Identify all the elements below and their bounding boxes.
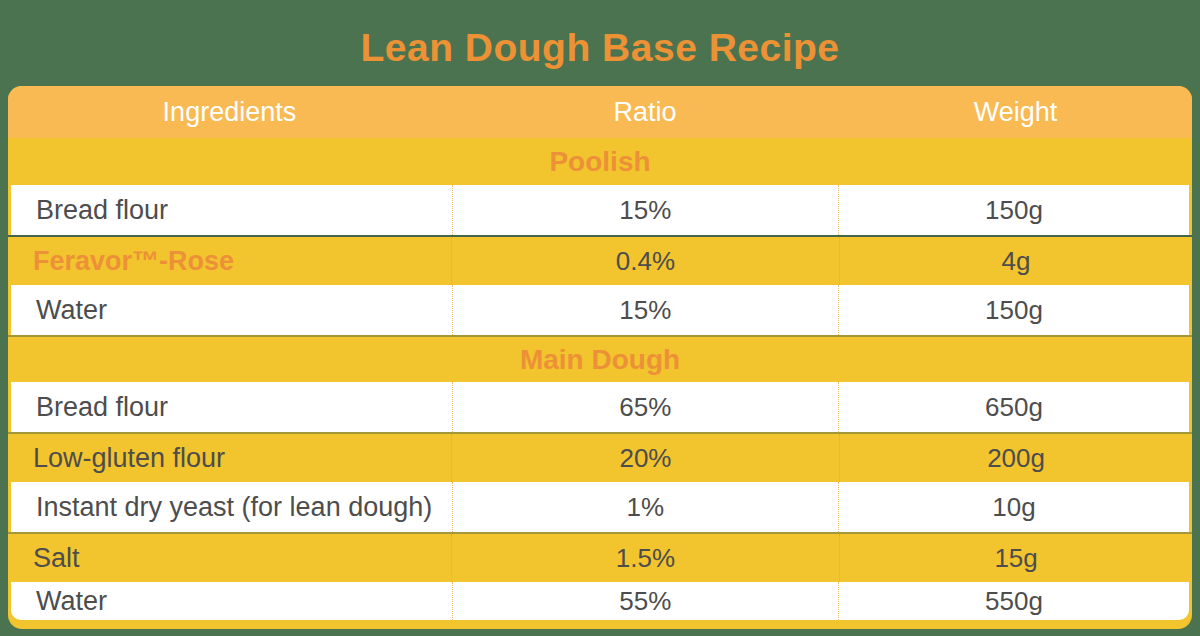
ingredient-weight: 150g bbox=[838, 185, 1189, 235]
table-header-row: Ingredients Ratio Weight bbox=[8, 86, 1192, 138]
ingredient-ratio: 1% bbox=[452, 482, 838, 532]
ingredient-name: Bread flour bbox=[11, 195, 452, 226]
column-header-weight: Weight bbox=[839, 97, 1192, 128]
ingredient-name-feravor: Feravor™-Rose bbox=[8, 246, 451, 277]
table-row: Water 15% 150g bbox=[11, 285, 1189, 335]
ingredient-name: Bread flour bbox=[11, 392, 452, 423]
column-header-ingredients: Ingredients bbox=[8, 97, 451, 128]
ingredient-weight: 15g bbox=[839, 534, 1192, 582]
ingredient-weight: 200g bbox=[839, 434, 1192, 482]
ingredient-name: Water bbox=[11, 586, 452, 617]
section-row-poolish: Poolish bbox=[8, 138, 1192, 185]
table-row: Bread flour 65% 650g bbox=[11, 382, 1189, 432]
table-row: Water 55% 550g bbox=[11, 582, 1189, 620]
ingredient-ratio: 15% bbox=[452, 185, 838, 235]
table-row-highlight: Feravor™-Rose 0.4% 4g bbox=[8, 235, 1192, 285]
table-row: Instant dry yeast (for lean dough) 1% 10… bbox=[11, 482, 1189, 532]
table-row: Low-gluten flour 20% 200g bbox=[8, 432, 1192, 482]
ingredient-name: Water bbox=[11, 295, 452, 326]
ingredient-ratio: 0.4% bbox=[451, 237, 839, 285]
ingredient-weight: 10g bbox=[838, 482, 1189, 532]
ingredient-name: Salt bbox=[8, 543, 451, 574]
ingredient-weight: 150g bbox=[838, 285, 1189, 335]
page-title: Lean Dough Base Recipe bbox=[0, 10, 1200, 86]
ingredient-name: Instant dry yeast (for lean dough) bbox=[11, 492, 452, 523]
ingredient-ratio: 1.5% bbox=[451, 534, 839, 582]
section-title-main-dough: Main Dough bbox=[520, 344, 680, 376]
ingredient-weight: 4g bbox=[839, 237, 1192, 285]
ingredient-name: Low-gluten flour bbox=[8, 443, 451, 474]
ingredient-ratio: 15% bbox=[452, 285, 838, 335]
table-row: Salt 1.5% 15g bbox=[8, 532, 1192, 582]
ingredient-ratio: 65% bbox=[452, 382, 838, 432]
recipe-table: Ingredients Ratio Weight Poolish Bread f… bbox=[8, 86, 1192, 629]
table-row: Bread flour 15% 150g bbox=[11, 185, 1189, 235]
section-row-main-dough: Main Dough bbox=[8, 335, 1192, 382]
column-header-ratio: Ratio bbox=[451, 97, 839, 128]
section-title-poolish: Poolish bbox=[549, 146, 650, 178]
ingredient-weight: 650g bbox=[838, 382, 1189, 432]
ingredient-ratio: 20% bbox=[451, 434, 839, 482]
ingredient-weight: 550g bbox=[838, 582, 1189, 620]
ingredient-ratio: 55% bbox=[452, 582, 838, 620]
